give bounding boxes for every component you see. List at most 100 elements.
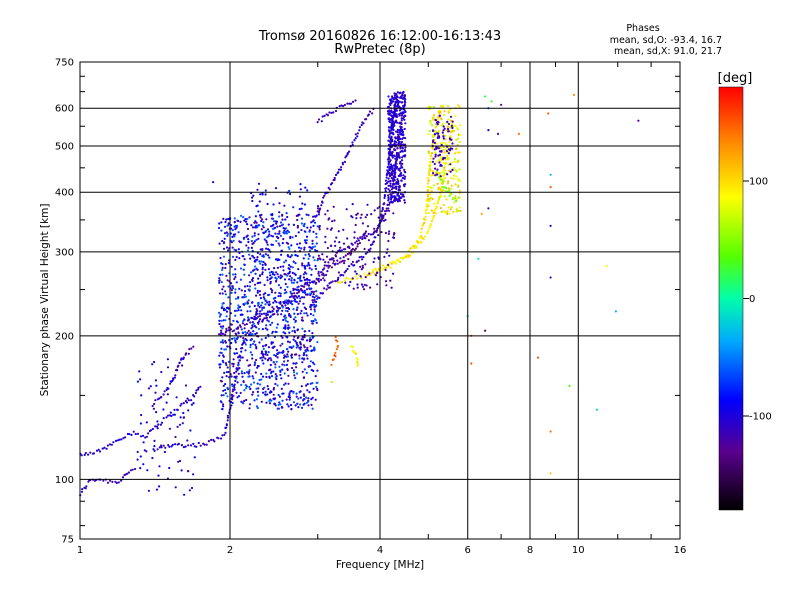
echo-point — [427, 133, 430, 136]
echo-point — [281, 275, 284, 278]
echo-point — [234, 258, 237, 261]
echo-point — [384, 212, 387, 215]
echo-point — [431, 140, 435, 143]
echo-point — [301, 327, 304, 330]
echo-point — [136, 450, 139, 454]
echo-point — [447, 152, 450, 155]
trace-point — [217, 437, 220, 440]
echo-point — [234, 276, 237, 279]
trace-point — [343, 279, 347, 282]
echo-point — [442, 203, 445, 206]
echo-point — [233, 371, 236, 375]
echo-point — [251, 333, 254, 336]
echo-point — [404, 146, 407, 149]
echo-point — [298, 357, 301, 360]
echo-point — [243, 341, 246, 344]
echo-point — [365, 284, 368, 287]
echo-point — [400, 129, 403, 132]
trace-point — [244, 333, 247, 336]
trace-point — [385, 207, 388, 210]
trace-point — [132, 430, 135, 433]
trace-point — [338, 105, 341, 108]
trace-point — [238, 359, 241, 362]
trace-point — [258, 318, 262, 321]
trace-point — [167, 387, 170, 390]
echo-point — [224, 348, 227, 351]
trace-point — [329, 281, 333, 284]
trace-point — [179, 404, 182, 407]
echo-point — [386, 158, 390, 161]
echo-point — [401, 156, 404, 159]
echo-point — [318, 211, 321, 214]
echo-point — [266, 279, 269, 282]
echo-point — [255, 238, 258, 241]
trace-point — [305, 288, 309, 291]
echo-point — [311, 396, 314, 399]
trace-point — [427, 228, 430, 231]
trace-point — [436, 118, 440, 121]
echo-point — [455, 208, 458, 211]
echo-point — [245, 339, 248, 342]
echo-point — [306, 339, 309, 342]
trace-point — [306, 283, 309, 286]
echo-point — [402, 195, 405, 198]
x-tick-label: 1 — [77, 545, 83, 556]
echo-point — [253, 268, 256, 271]
echo-point — [289, 275, 292, 278]
trace-point — [429, 154, 432, 157]
echo-point — [444, 148, 447, 151]
echo-point — [443, 156, 446, 160]
trace-point — [145, 435, 148, 438]
echo-point — [455, 198, 459, 201]
echo-point — [260, 400, 263, 403]
echo-point — [226, 279, 229, 282]
trace-point — [426, 193, 429, 196]
echo-point — [286, 336, 289, 339]
echo-point — [291, 236, 294, 239]
echo-point — [296, 281, 299, 284]
echo-point — [449, 192, 452, 195]
echo-point — [391, 117, 394, 120]
trace-point — [338, 281, 342, 284]
echo-point — [255, 294, 258, 297]
echo-point — [235, 352, 239, 355]
trace-point — [203, 443, 206, 446]
echo-point — [446, 104, 449, 108]
echo-point — [350, 249, 353, 252]
echo-point — [146, 469, 149, 472]
echo-point — [224, 319, 227, 322]
echo-point — [271, 346, 274, 349]
echo-point — [397, 152, 400, 155]
echo-point — [302, 376, 306, 379]
trace-point — [426, 232, 429, 235]
echo-point — [224, 340, 227, 343]
echo-point — [390, 139, 393, 142]
echo-point — [246, 301, 249, 304]
echo-point — [299, 312, 302, 315]
echo-point — [222, 255, 226, 258]
echo-point — [180, 469, 183, 472]
echo-point — [243, 258, 246, 261]
echo-point — [249, 339, 252, 342]
trace-point — [353, 264, 356, 267]
echo-point — [283, 204, 286, 207]
echo-point — [306, 383, 309, 386]
trace-point — [365, 235, 368, 238]
trace-point — [189, 444, 193, 447]
echo-point — [252, 194, 255, 197]
echo-point — [273, 226, 277, 229]
echo-point — [246, 359, 249, 362]
echo-point — [297, 397, 300, 400]
echo-point — [302, 257, 305, 260]
echo-point — [309, 360, 312, 363]
echo-point — [234, 268, 237, 271]
echo-point — [295, 341, 298, 344]
echo-point — [293, 292, 296, 295]
echo-point — [389, 126, 393, 129]
echo-point — [283, 229, 286, 232]
echo-point — [253, 256, 256, 259]
echo-point — [373, 209, 376, 212]
echo-point — [336, 259, 339, 262]
echo-point — [394, 157, 397, 160]
echo-point — [290, 277, 293, 280]
